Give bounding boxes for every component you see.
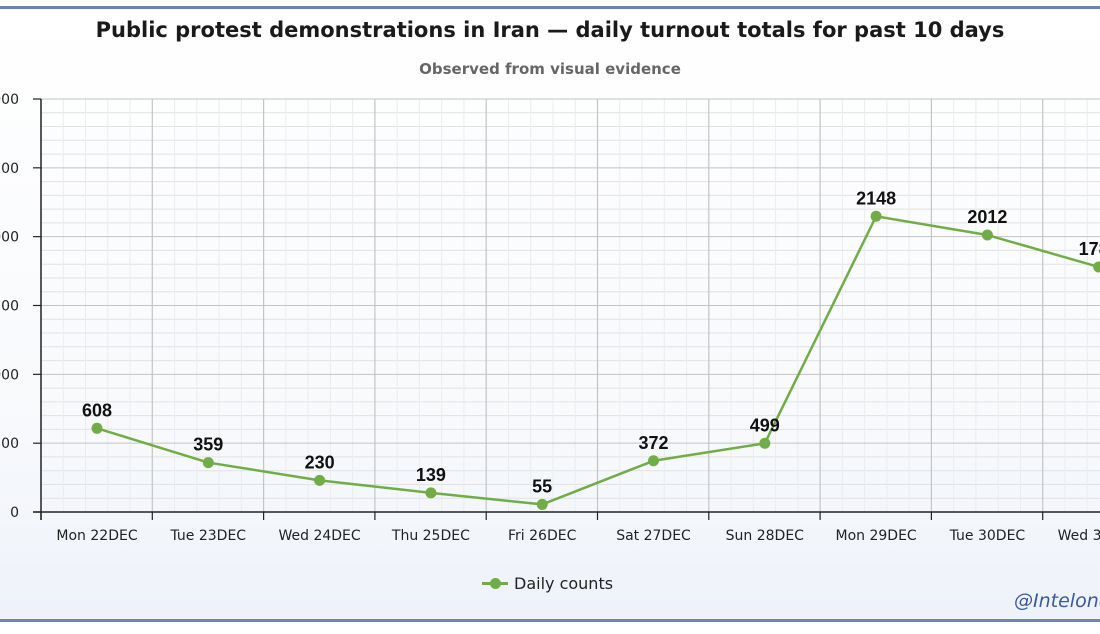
data-label: 372 — [638, 433, 668, 453]
x-tick-label: Mon 22DEC — [56, 528, 137, 544]
legend-label: Daily counts — [514, 573, 614, 593]
chart-title: Public protest demonstrations in Iran — … — [95, 18, 1005, 42]
x-tick-label: Wed 31DEC — [1058, 528, 1100, 544]
y-axis-ticks: 0 500 1000 1500 2000 2500 3000 — [0, 92, 41, 521]
data-point — [202, 457, 214, 469]
data-point — [425, 487, 437, 499]
axes — [33, 99, 1100, 520]
data-point — [648, 455, 659, 467]
chart-frame — [0, 6, 1100, 622]
data-label: 608 — [82, 400, 112, 420]
legend[interactable]: Daily counts — [482, 573, 613, 593]
x-axis-ticks: Mon 22DEC Tue 23DEC Wed 24DEC Thu 25DEC Fri … — [40, 512, 1100, 544]
watermark: @Intelonews — [1014, 590, 1100, 612]
data-labels: 608 359 230 139 55 372 499 2148 2012 1780 — [82, 188, 1100, 496]
data-point — [91, 422, 103, 434]
data-point — [759, 437, 771, 449]
x-tick-label: Sat 27DEC — [616, 528, 691, 544]
x-tick-label: Wed 24DEC — [278, 528, 360, 544]
data-point — [870, 210, 882, 222]
data-label: 1780 — [1079, 239, 1100, 259]
data-label: 499 — [750, 415, 780, 435]
data-point — [1093, 261, 1100, 273]
x-tick-label: Tue 30DEC — [949, 528, 1026, 544]
data-point — [981, 229, 993, 241]
legend-marker-icon — [482, 573, 508, 593]
y-tick-label: 3000 — [0, 92, 19, 108]
y-tick-label: 500 — [0, 436, 19, 452]
data-label: 2012 — [967, 207, 1007, 227]
y-tick-label: 1500 — [0, 299, 19, 315]
x-tick-label: Tue 23DEC — [170, 528, 247, 544]
x-tick-label: Fri 26DEC — [508, 528, 577, 544]
x-tick-label: Thu 25DEC — [391, 528, 470, 544]
x-tick-label: Sun 28DEC — [726, 528, 805, 544]
series — [91, 210, 1100, 510]
data-label: 359 — [193, 435, 223, 455]
y-tick-label: 2500 — [0, 161, 19, 177]
data-label: 2148 — [856, 188, 896, 208]
data-label: 139 — [416, 465, 446, 485]
x-tick-label: Mon 29DEC — [836, 528, 917, 544]
series-line — [96, 215, 1100, 506]
y-tick-label: 1000 — [0, 367, 19, 383]
chart-subtitle: Observed from visual evidence — [419, 60, 681, 78]
data-label: 55 — [532, 476, 552, 496]
data-point — [314, 474, 326, 486]
y-tick-label: 0 — [10, 505, 19, 521]
data-point — [536, 498, 548, 510]
y-tick-label: 2000 — [0, 230, 19, 246]
data-label: 230 — [305, 452, 335, 472]
